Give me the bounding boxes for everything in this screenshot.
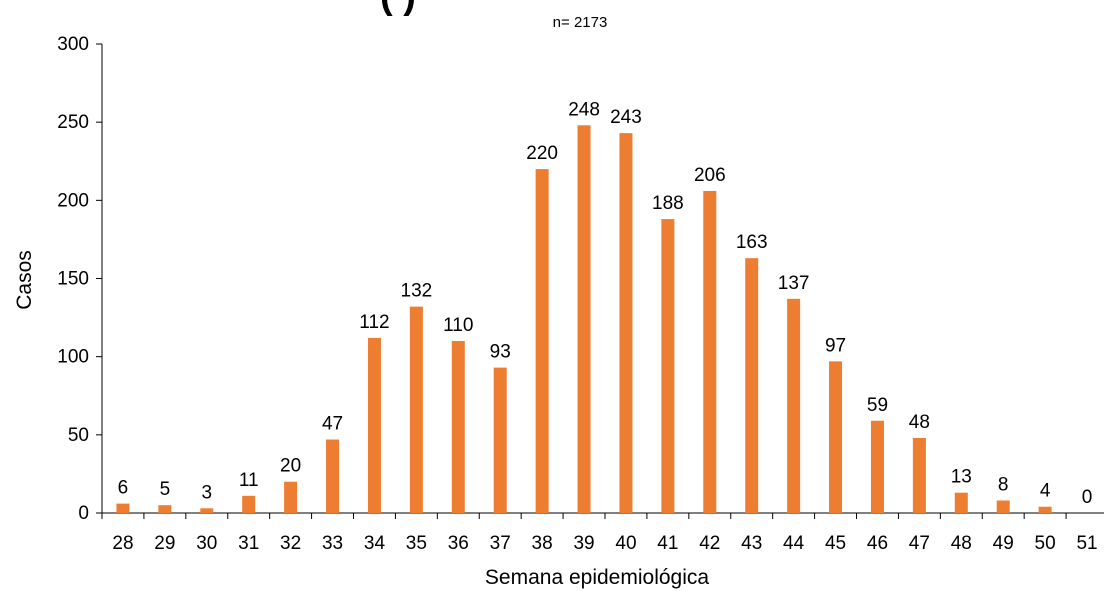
x-tick-label: 47 bbox=[909, 533, 930, 554]
bar bbox=[535, 169, 549, 514]
data-label: 188 bbox=[652, 193, 684, 214]
x-tick-label: 46 bbox=[867, 533, 888, 554]
data-label: 8 bbox=[998, 474, 1009, 495]
data-label: 243 bbox=[610, 107, 642, 128]
bar bbox=[284, 481, 298, 513]
x-tick-label: 29 bbox=[154, 533, 175, 554]
x-tick-label: 41 bbox=[657, 533, 678, 554]
data-label: 112 bbox=[359, 312, 389, 333]
x-tick-label: 44 bbox=[783, 533, 805, 554]
bar bbox=[116, 503, 130, 513]
bar bbox=[493, 367, 507, 513]
x-tick-label: 36 bbox=[448, 533, 469, 554]
bar bbox=[954, 492, 968, 513]
x-tick-label: 30 bbox=[196, 533, 217, 554]
data-label: 13 bbox=[951, 467, 972, 488]
chart-title-partial: ( ) bbox=[380, 0, 416, 17]
chart-subtitle: n= 2173 bbox=[553, 14, 608, 31]
data-label: 97 bbox=[825, 335, 846, 356]
data-label: 248 bbox=[568, 99, 600, 120]
bar bbox=[870, 420, 884, 513]
data-label: 48 bbox=[909, 412, 930, 433]
x-tick-label: 38 bbox=[532, 533, 553, 554]
y-axis-title: Casos bbox=[13, 250, 36, 310]
bar bbox=[787, 298, 801, 513]
x-tick-label: 45 bbox=[825, 533, 846, 554]
y-tick-label: 100 bbox=[57, 347, 89, 368]
bar bbox=[200, 508, 214, 513]
x-tick-label: 51 bbox=[1076, 533, 1097, 554]
bar bbox=[242, 495, 256, 513]
data-label: 0 bbox=[1082, 487, 1093, 508]
y-tick-label: 150 bbox=[57, 269, 89, 290]
bar bbox=[451, 341, 465, 513]
data-label: 137 bbox=[778, 273, 810, 294]
data-label: 132 bbox=[401, 281, 433, 302]
y-tick-label: 300 bbox=[57, 34, 89, 55]
x-tick-label: 28 bbox=[112, 533, 133, 554]
data-label: 47 bbox=[322, 414, 343, 435]
x-tick-label: 33 bbox=[322, 533, 343, 554]
bar bbox=[326, 439, 340, 513]
data-label: 11 bbox=[239, 470, 259, 491]
x-tick-label: 31 bbox=[238, 533, 259, 554]
bar bbox=[409, 306, 423, 513]
x-tick-label: 37 bbox=[490, 533, 511, 554]
data-label: 93 bbox=[490, 342, 511, 363]
x-tick-label: 48 bbox=[951, 533, 972, 554]
x-tick-label: 50 bbox=[1035, 533, 1056, 554]
bar bbox=[158, 505, 172, 513]
bar bbox=[829, 361, 843, 513]
data-label: 6 bbox=[118, 478, 129, 499]
bar bbox=[703, 190, 717, 513]
y-tick-label: 250 bbox=[57, 112, 89, 133]
x-tick-label: 35 bbox=[406, 533, 427, 554]
bar bbox=[367, 337, 381, 513]
bar bbox=[1038, 506, 1052, 513]
data-label: 5 bbox=[160, 479, 171, 500]
bar bbox=[661, 219, 675, 514]
bar bbox=[745, 258, 759, 513]
data-label: 206 bbox=[694, 165, 726, 186]
bar bbox=[619, 133, 633, 514]
y-tick-label: 50 bbox=[68, 425, 89, 446]
plot-area: 0 50 100 150 200 250 300 6 28 5 29 3 30 11 31 20 32 47 33 1… bbox=[57, 34, 1104, 554]
x-axis-title: Semana epidemiológica bbox=[485, 566, 709, 589]
bar bbox=[996, 500, 1010, 513]
data-label: 3 bbox=[202, 482, 213, 503]
data-label: 20 bbox=[280, 456, 301, 477]
x-tick-label: 40 bbox=[615, 533, 636, 554]
data-label: 110 bbox=[443, 315, 473, 336]
x-tick-label: 34 bbox=[364, 533, 386, 554]
x-tick-label: 43 bbox=[741, 533, 762, 554]
x-tick-label: 42 bbox=[699, 533, 720, 554]
y-tick-label: 200 bbox=[57, 190, 89, 211]
y-tick-label: 0 bbox=[78, 503, 89, 524]
bar bbox=[912, 437, 926, 513]
x-tick-label: 39 bbox=[573, 533, 594, 554]
x-tick-label: 32 bbox=[280, 533, 301, 554]
data-label: 220 bbox=[526, 143, 558, 164]
data-label: 59 bbox=[867, 395, 888, 416]
x-tick-label: 49 bbox=[993, 533, 1014, 554]
bar bbox=[577, 125, 591, 513]
data-label: 4 bbox=[1040, 481, 1051, 502]
data-label: 163 bbox=[736, 232, 768, 253]
